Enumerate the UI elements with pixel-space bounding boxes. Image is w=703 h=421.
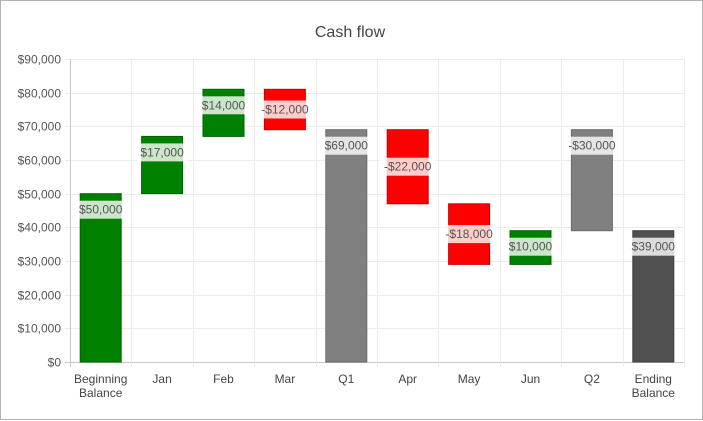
data-label-9: $39,000 [632,240,676,254]
y-tick-label: $50,000 [18,188,62,202]
data-label-box [321,136,372,155]
x-category-label: Q1 [338,372,354,386]
x-category-line: Jun [521,372,540,386]
x-category-label: Q2 [584,372,600,386]
y-tick-label: $40,000 [18,221,62,235]
data-labels-group: $50,000 $17,000 $14,000 -$12,000 $69,000 -$22… [75,96,679,256]
data-label-box [379,157,437,176]
y-tick-label: $80,000 [18,87,62,101]
x-category-line: Balance [79,386,123,400]
data-label-box [563,136,621,155]
data-label-0: $50,000 [79,203,123,217]
bar-0[interactable] [79,193,122,363]
chart-title: Cash flow [315,24,386,41]
x-category-line: Feb [213,372,234,386]
x-category-label: Ending Balance [632,372,676,400]
data-label-box [256,100,314,119]
y-tick-label: $70,000 [18,120,62,134]
data-label-box [628,237,679,256]
grid-lines [65,59,685,367]
x-category-line: Mar [275,372,296,386]
data-label-2: $14,000 [202,98,246,112]
x-category-label: May [458,372,481,386]
x-category-line: Q2 [584,372,600,386]
data-label-box [137,143,188,162]
data-label-4: $69,000 [325,139,369,153]
y-tick-label: $0 [48,356,62,370]
x-category-line: Apr [398,372,417,386]
x-category-line: Balance [632,386,676,400]
x-category-label: Feb [213,372,234,386]
x-category-label: Beginning Balance [74,372,127,400]
y-tick-label: $30,000 [18,255,62,269]
data-label-box [198,96,249,115]
data-label-5: -$22,000 [384,160,432,174]
y-tick-label: $90,000 [18,53,62,67]
data-label-box [440,225,498,244]
x-category-line: Q1 [338,372,354,386]
y-tick-label: $60,000 [18,154,62,168]
data-label-1: $17,000 [140,145,184,159]
data-label-box [75,200,126,219]
x-category-label: Jan [152,372,171,386]
data-label-7: $10,000 [509,240,553,254]
x-category-label: Mar [275,372,296,386]
x-category-line: Jan [152,372,171,386]
data-label-3: -$12,000 [261,103,309,117]
data-label-box [505,237,556,256]
x-category-label: Jun [521,372,540,386]
y-tick-label: $10,000 [18,322,62,336]
x-category-line: Beginning [74,372,127,386]
y-tick-label: $20,000 [18,289,62,303]
data-label-8: -$30,000 [568,139,616,153]
data-label-6: -$18,000 [445,227,493,241]
x-category-label: Apr [398,372,417,386]
bar-4[interactable] [325,129,368,363]
y-axis-ticks: $0 $10,000 $20,000 $30,000 $40,000 $50,000 $60… [18,53,62,370]
x-category-line: Ending [635,372,672,386]
x-category-line: May [458,372,481,386]
